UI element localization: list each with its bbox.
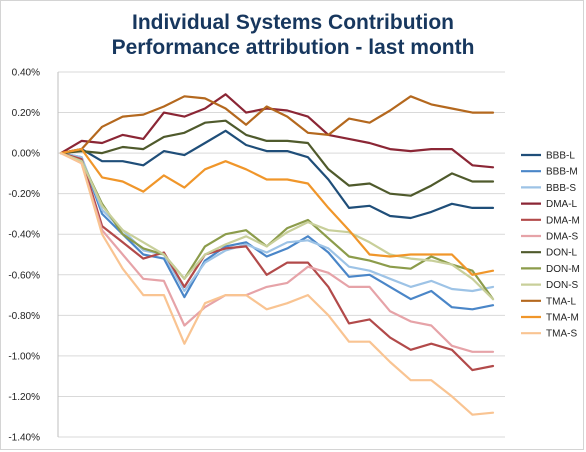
legend-label: DON-S xyxy=(546,280,579,291)
legend-item-don-m: DON-M xyxy=(521,264,580,275)
series-line-bbb-m xyxy=(59,152,495,311)
series-line-dma-l xyxy=(59,93,495,169)
y-tick-label: 0.40% xyxy=(12,68,40,79)
legend-item-dma-s: DMA-S xyxy=(521,232,579,243)
series-line-tma-l xyxy=(59,95,495,155)
legend-label: BBB-L xyxy=(546,151,575,162)
legend-label: TMA-L xyxy=(546,296,576,307)
y-tick-label: 0.00% xyxy=(12,149,40,160)
legend-item-don-s: DON-S xyxy=(521,280,579,291)
legend-item-dma-l: DMA-L xyxy=(521,199,578,210)
y-tick-label: -0.40% xyxy=(8,230,40,241)
legend-item-don-l: DON-L xyxy=(521,248,578,259)
legend-item-tma-l: TMA-L xyxy=(521,296,576,307)
legend-item-bbb-l: BBB-L xyxy=(521,151,575,162)
legend: BBB-L BBB-M BBB-S DMA-L DMA-M DMA-S DON-L DON-M… xyxy=(521,151,580,340)
series-line-don-m xyxy=(59,152,495,301)
y-tick-label: -1.40% xyxy=(8,433,40,444)
legend-item-dma-m: DMA-M xyxy=(521,215,580,226)
legend-label: BBB-S xyxy=(546,183,576,194)
legend-item-bbb-s: BBB-S xyxy=(521,183,576,194)
series-line-don-l xyxy=(59,119,495,197)
legend-label: DMA-L xyxy=(546,199,578,210)
y-tick-label: 0.20% xyxy=(12,108,40,119)
y-tick-label: -0.60% xyxy=(8,270,40,281)
legend-label: BBB-M xyxy=(546,167,578,178)
legend-label: DMA-S xyxy=(546,232,579,243)
chart-title: Individual Systems Contribution xyxy=(131,11,455,34)
series-line-dma-m xyxy=(59,152,495,372)
y-tick-label: -0.20% xyxy=(8,189,40,200)
legend-label: DMA-M xyxy=(546,215,580,226)
legend-label: DON-M xyxy=(546,264,580,275)
chart-title-block: Individual Systems Contribution Performa… xyxy=(0,10,586,60)
series-line-dma-s xyxy=(59,152,495,353)
series-line-tma-s xyxy=(59,152,495,416)
series-line-don-s xyxy=(59,152,495,301)
legend-label: TMA-S xyxy=(546,329,577,340)
legend-label: DON-L xyxy=(546,248,578,259)
legend-label: TMA-M xyxy=(546,313,579,324)
y-axis: 0.40% 0.20% 0.00% -0.20% -0.40% -0.60% -0.80% -… xyxy=(8,68,59,444)
series-lines xyxy=(59,93,495,416)
y-tick-label: -0.80% xyxy=(8,311,40,322)
legend-item-tma-m: TMA-M xyxy=(521,313,579,324)
y-tick-label: -1.00% xyxy=(8,351,40,362)
legend-item-tma-s: TMA-S xyxy=(521,329,577,340)
series-line-tma-m xyxy=(59,148,495,276)
y-tick-label: -1.20% xyxy=(8,392,40,403)
series-line-bbb-s xyxy=(59,152,495,293)
legend-item-bbb-m: BBB-M xyxy=(521,167,578,178)
chart-subtitle: Performance attribution - last month xyxy=(111,36,475,59)
series-line-bbb-l xyxy=(59,129,495,220)
gridlines xyxy=(58,71,505,438)
